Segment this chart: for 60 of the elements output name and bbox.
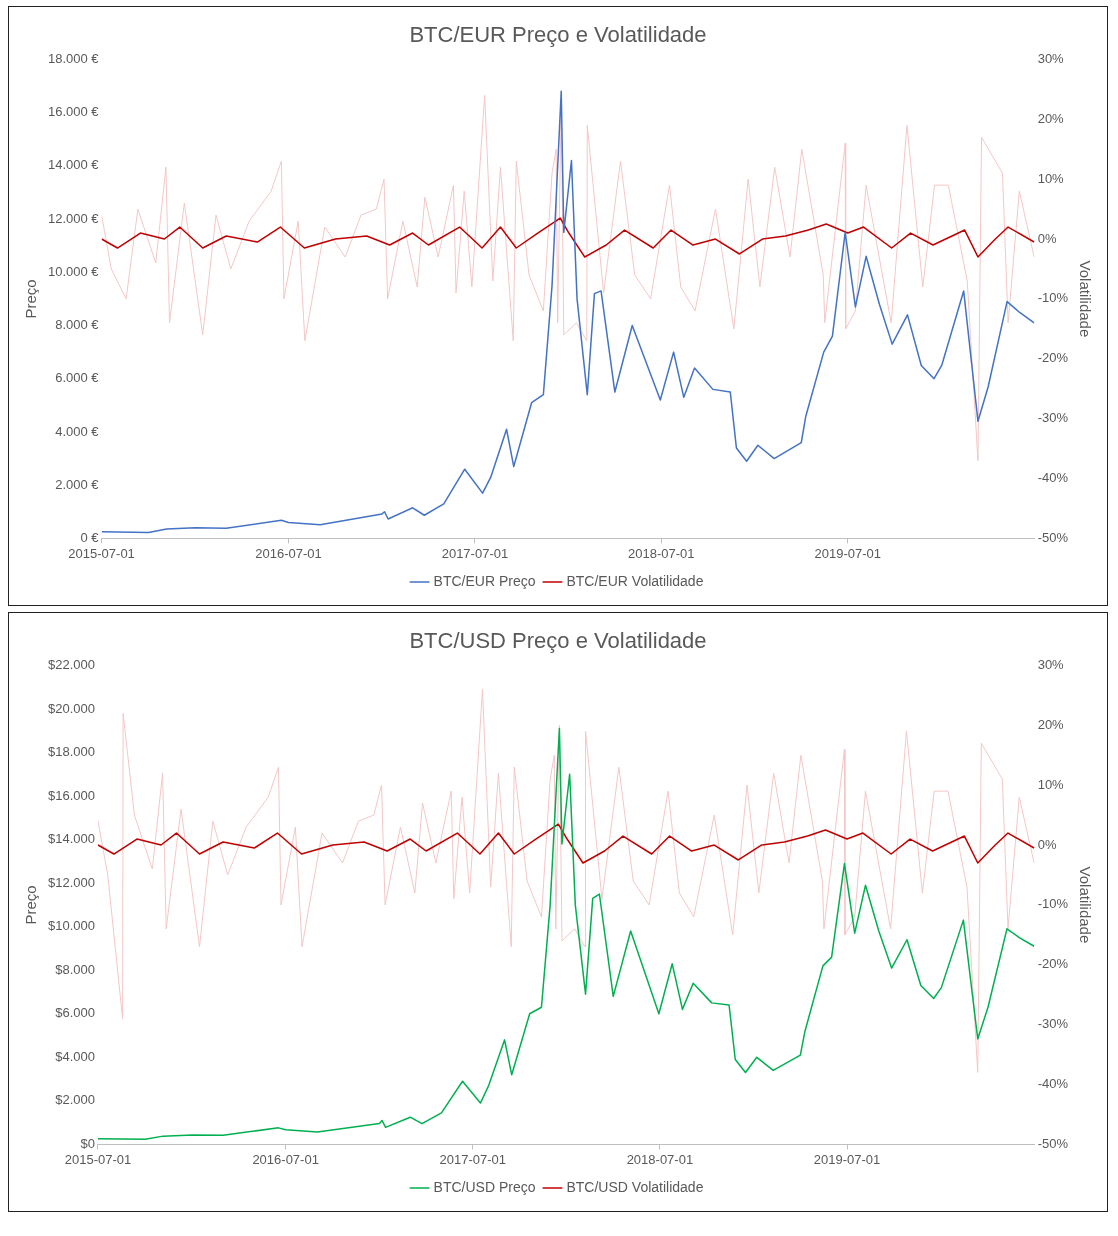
y-tick-label: 14.000 €: [47, 157, 100, 173]
y-tick-label: $10.000: [47, 918, 95, 934]
y-tick-label: $0: [80, 1135, 95, 1151]
x-tick-label: 2016-07-01: [252, 1151, 319, 1167]
y-tick-label: 16.000 €: [47, 104, 100, 120]
y-tick-label: 8.000 €: [55, 317, 100, 333]
y-tick-label: $16.000: [47, 787, 95, 803]
y2-tick-label: -10%: [1037, 896, 1069, 912]
y2-tick-label: 30%: [1037, 656, 1065, 672]
y2-tick-label: -50%: [1037, 1135, 1069, 1151]
x-tick-label: 2018-07-01: [626, 1151, 694, 1167]
y-tick-label: $2.000: [55, 1092, 95, 1108]
x-tick-label: 2015-07-01: [64, 1151, 132, 1167]
legend-label: BTC/EUR Volatilidade: [566, 572, 704, 589]
y2-tick-label: 30%: [1037, 50, 1065, 66]
y-tick-label: 18.000 €: [47, 50, 100, 66]
y2-tick-label: 0%: [1037, 836, 1057, 852]
y2-tick-label: -40%: [1037, 470, 1069, 486]
chart-title: BTC/USD Preço e Volatilidade: [409, 628, 707, 654]
y-tick-label: $12.000: [47, 874, 95, 890]
y2-axis-title: Volatilidade: [1076, 260, 1094, 338]
y-tick-label: $8.000: [55, 961, 95, 977]
y-tick-label: $18.000: [47, 744, 95, 760]
y-tick-label: 0 €: [80, 529, 100, 545]
y-tick-label: $20.000: [47, 700, 95, 716]
y2-tick-label: -30%: [1037, 410, 1069, 426]
y2-tick-label: 0%: [1037, 230, 1057, 246]
y2-tick-label: -10%: [1037, 290, 1069, 306]
y-tick-label: $22.000: [47, 656, 95, 672]
x-tick-label: 2017-07-01: [441, 545, 509, 561]
legend-label: BTC/USD Preço: [433, 1178, 536, 1195]
y-axis-title: Preço: [22, 885, 40, 925]
x-tick-label: 2018-07-01: [628, 545, 695, 561]
y-tick-label: $14.000: [47, 831, 95, 847]
y-tick-label: 6.000 €: [55, 370, 100, 386]
x-tick-label: 2019-07-01: [814, 545, 881, 561]
x-tick-label: 2016-07-01: [255, 545, 322, 561]
y-tick-label: 4.000 €: [55, 423, 100, 439]
y-tick-label: $6.000: [55, 1005, 95, 1021]
y-tick-label: 2.000 €: [55, 476, 100, 492]
y-tick-label: 12.000 €: [47, 210, 100, 226]
y-tick-label: 10.000 €: [47, 263, 100, 279]
x-tick-label: 2017-07-01: [439, 1151, 507, 1167]
y2-tick-label: -40%: [1037, 1076, 1069, 1092]
y2-tick-label: -30%: [1037, 1016, 1069, 1032]
legend-label: BTC/EUR Preço: [433, 572, 536, 589]
y2-tick-label: 20%: [1037, 716, 1065, 732]
x-tick-label: 2015-07-01: [68, 545, 135, 561]
y2-axis-title: Volatilidade: [1076, 866, 1094, 944]
y-tick-label: $4.000: [55, 1048, 95, 1064]
y-axis-title: Preço: [22, 279, 40, 319]
y2-tick-label: -20%: [1037, 956, 1069, 972]
chart-title: BTC/EUR Preço e Volatilidade: [409, 22, 707, 48]
y2-tick-label: 20%: [1037, 110, 1065, 126]
legend-label: BTC/USD Volatilidade: [566, 1178, 704, 1195]
y2-tick-label: -50%: [1037, 529, 1069, 545]
y2-tick-label: 10%: [1037, 170, 1065, 186]
y2-tick-label: -20%: [1037, 350, 1069, 366]
x-tick-label: 2019-07-01: [813, 1151, 881, 1167]
y2-tick-label: 10%: [1037, 776, 1065, 792]
